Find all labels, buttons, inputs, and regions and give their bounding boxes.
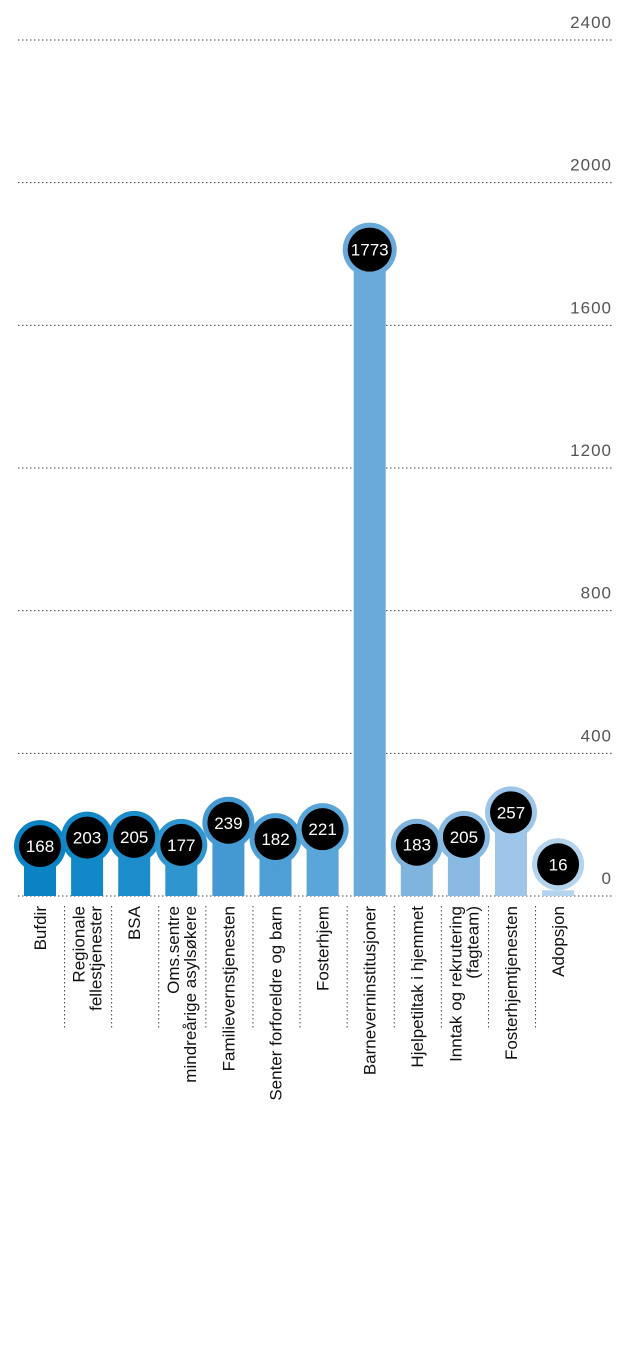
- category-label-9-line-1: (fagteam): [463, 906, 482, 979]
- bubble-core-8: [395, 823, 438, 866]
- value-label-7: 1773: [351, 241, 389, 260]
- bubble-core-11: [537, 843, 580, 886]
- value-label-2: 205: [120, 828, 148, 847]
- bubble-core-4: [207, 801, 250, 844]
- category-label-1-line-0: Regionale: [70, 906, 89, 983]
- bubble-core-10: [490, 791, 532, 834]
- category-label-2: BSA: [125, 905, 144, 940]
- y-axis-tick-labels: 0 400 800 1200 1600 2000 2400: [570, 13, 612, 888]
- value-label-8: 183: [403, 836, 431, 855]
- value-label-0: 168: [26, 837, 54, 856]
- bubble-core-0: [19, 825, 61, 868]
- bubble-core-9: [442, 815, 485, 858]
- bubble-core-1: [66, 816, 109, 859]
- category-label-9-line-0: Inntak og rekrutering: [446, 906, 465, 1062]
- y-tick-label-0: 0: [602, 869, 612, 888]
- category-label-11: Adopsjon: [549, 906, 568, 977]
- bubble-core-2: [113, 815, 156, 858]
- gridlines: [18, 39, 612, 897]
- value-bubble-4: 239: [202, 796, 255, 849]
- category-label-9: Inntak og rekrutering(fagteam): [446, 906, 482, 1062]
- category-label-5-line-0: Senter forforeldre og barn: [267, 906, 286, 1101]
- bubble-core-5: [254, 818, 297, 861]
- y-tick-label-1600: 1600: [570, 298, 612, 317]
- value-bubble-2: 205: [108, 810, 161, 863]
- y-tick-label-400: 400: [581, 726, 612, 745]
- category-label-6: Fosterhjem: [314, 906, 333, 991]
- value-bubble-0: 168: [14, 820, 66, 873]
- value-label-3: 177: [167, 836, 195, 855]
- category-label-0: Bufdir: [31, 906, 50, 951]
- category-label-0-line-0: Bufdir: [31, 906, 50, 951]
- value-label-11: 16: [549, 855, 568, 874]
- category-label-10-line-0: Fosterhjemtjenesten: [502, 906, 521, 1060]
- value-bubble-5: 182: [249, 813, 302, 866]
- category-label-1-line-1: fellestjenester: [87, 906, 106, 1011]
- y-tick-label-2000: 2000: [570, 156, 612, 175]
- value-bubble-9: 205: [437, 810, 490, 863]
- bubble-core-6: [301, 808, 344, 851]
- value-bubbles: 168 203 205 177 239 182 221 1773 183 205 257 16: [14, 222, 585, 891]
- value-label-5: 182: [261, 830, 289, 849]
- category-label-2-line-0: BSA: [125, 905, 144, 940]
- value-label-10: 257: [497, 803, 525, 822]
- y-tick-label-2400: 2400: [570, 13, 612, 32]
- category-label-8-line-0: Hjelpetiltak i hjemmet: [408, 906, 427, 1068]
- value-bubble-7: 1773: [342, 222, 397, 277]
- category-label-11-line-0: Adopsjon: [549, 906, 568, 977]
- category-label-3-line-1: mindreårige asylsøkere: [181, 906, 200, 1083]
- value-bubble-1: 203: [61, 811, 114, 864]
- bubble-core-7: [347, 227, 392, 272]
- value-label-6: 221: [308, 820, 336, 839]
- value-label-1: 203: [73, 829, 101, 848]
- value-bubble-8: 183: [390, 818, 443, 871]
- category-label-7: Barneverninstitusjoner: [361, 906, 380, 1075]
- category-label-5: Senter forforeldre og barn: [267, 906, 286, 1101]
- bar-11: [542, 890, 575, 896]
- category-label-4-line-0: Familievernstjenesten: [219, 906, 238, 1071]
- category-label-4: Familievernstjenesten: [219, 906, 238, 1071]
- category-label-6-line-0: Fosterhjem: [314, 906, 333, 991]
- value-bubble-11: 16: [532, 838, 585, 891]
- value-label-4: 239: [214, 814, 242, 833]
- value-label-9: 205: [450, 828, 478, 847]
- value-bubble-3: 177: [155, 818, 208, 871]
- category-label-7-line-0: Barneverninstitusjoner: [361, 906, 380, 1075]
- category-label-8: Hjelpetiltak i hjemmet: [408, 906, 427, 1068]
- bubble-core-3: [160, 823, 203, 866]
- category-label-3-line-0: Oms.sentre: [164, 906, 183, 994]
- value-bubble-6: 221: [296, 803, 349, 856]
- bar-7: [353, 263, 386, 896]
- y-tick-label-1200: 1200: [570, 441, 612, 460]
- value-bubble-10: 257: [485, 786, 537, 839]
- category-label-10: Fosterhjemtjenesten: [502, 906, 521, 1060]
- y-tick-label-800: 800: [581, 584, 612, 603]
